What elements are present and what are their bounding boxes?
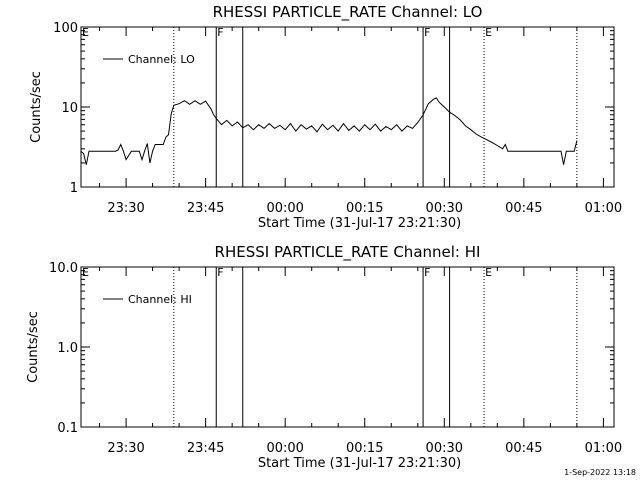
legend-label: Channel: HI: [128, 293, 192, 306]
chart-title: RHESSI PARTICLE_RATE Channel: HI: [215, 243, 481, 262]
y-tick-label: 1.0: [57, 341, 78, 356]
y-axis-label: Counts/sec: [29, 71, 44, 143]
y-axis-label: Counts/sec: [26, 311, 41, 383]
flag-marker-label: E: [82, 266, 89, 279]
plot-timestamp: 1-Sep-2022 13:18: [564, 468, 636, 477]
flag-marker-label: E: [82, 26, 89, 39]
hi-channel-plot: RHESSI PARTICLE_RATE Channel: HI E F F E 0.1 1…: [26, 243, 622, 471]
y-tick-label: 100: [53, 21, 78, 36]
lo-channel-plot: RHESSI PARTICLE_RATE Channel: LOE F F E1101…: [29, 3, 622, 231]
x-tick-label: 23:45: [187, 201, 224, 216]
x-tick-label: 00:30: [426, 441, 463, 456]
y-tick-label: 1: [70, 181, 78, 196]
x-tick-label: 00:00: [266, 201, 303, 216]
x-tick-label: 00:15: [346, 201, 383, 216]
x-tick-label: 00:00: [266, 441, 303, 456]
x-tick-label: 23:30: [107, 201, 144, 216]
flag-marker-label: F: [217, 26, 223, 39]
chart-title: RHESSI PARTICLE_RATE Channel: LO: [213, 3, 483, 22]
y-tick-label: 10.0: [49, 261, 78, 276]
flag-marker-label: F: [424, 26, 430, 39]
x-tick-label: 01:00: [585, 441, 622, 456]
x-axis-label: Start Time (31-Jul-17 23:21:30): [258, 216, 461, 231]
legend-label: Channel: LO: [128, 53, 195, 66]
x-tick-label: 00:45: [505, 201, 542, 216]
series-line: [80, 97, 578, 165]
x-tick-label: 23:45: [187, 441, 224, 456]
flag-marker-label: F: [217, 266, 223, 279]
flag-marker-label: E: [485, 266, 492, 279]
flag-marker-label: E: [485, 26, 492, 39]
x-tick-label: 00:30: [426, 201, 463, 216]
y-tick-label: 10: [61, 101, 78, 116]
x-axis-label: Start Time (31-Jul-17 23:21:30): [258, 456, 461, 471]
x-tick-label: 01:00: [585, 201, 622, 216]
y-tick-label: 0.1: [57, 421, 78, 436]
x-tick-label: 00:15: [346, 441, 383, 456]
x-tick-label: 00:45: [505, 441, 542, 456]
flag-marker-label: F: [424, 266, 430, 279]
x-tick-label: 23:30: [107, 441, 144, 456]
